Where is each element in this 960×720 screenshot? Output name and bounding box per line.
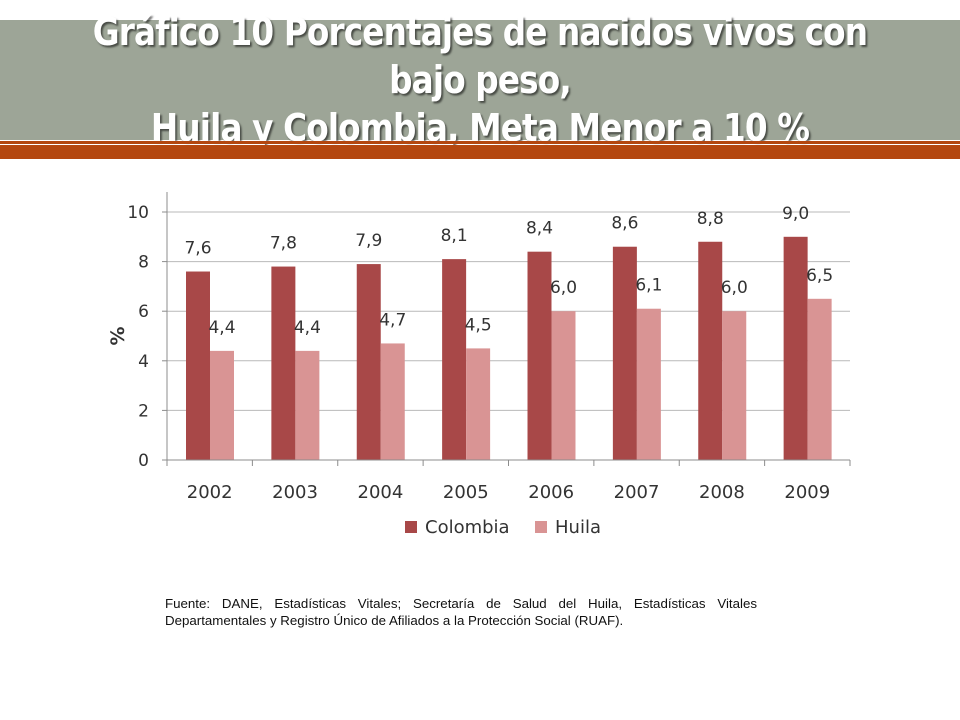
data-label-colombia: 8,1 (441, 226, 468, 246)
data-label-huila: 6,0 (550, 278, 577, 298)
bar-chart: 7,6 4,4 7,8 4,4 7,9 4,7 8,1 4,5 8,4 6,0 8,6 6,1 8,8 6… (107, 192, 851, 538)
bar-colombia-2007 (612, 246, 637, 460)
chart-axes: 0 2 4 6 8 10% 2002 2003 2004 2005 2006 2007 2008 2009 (107, 192, 851, 503)
source-note: Fuente: DANE, Estadísticas Vitales; Secr… (165, 596, 757, 628)
x-tick-label: 2003 (272, 482, 318, 503)
data-label-colombia: 7,8 (270, 234, 297, 254)
bar-colombia-2005 (442, 259, 467, 460)
slide-title: Gráfico 10 Porcentajes de nacidos vivos … (67, 10, 893, 150)
x-tick-label: 2007 (614, 482, 660, 503)
x-tick-label: 2008 (699, 482, 745, 503)
bar-colombia-2004 (356, 264, 381, 460)
y-tick-label: 8 (138, 253, 149, 273)
x-tick-label: 2005 (443, 482, 489, 503)
accent-stripe-thin (0, 141, 960, 144)
title-bar: Gráfico 10 Porcentajes de nacidos vivos … (0, 10, 960, 150)
data-label-colombia: 8,8 (697, 209, 724, 229)
chart-labels: 7,6 4,4 7,8 4,4 7,9 4,7 8,1 4,5 8,4 6,0 8,6 6,1 8,8 6… (184, 204, 833, 338)
bar-huila-2005 (466, 348, 491, 460)
data-label-huila: 4,4 (294, 318, 321, 338)
chart-legend: Colombia Huila (405, 517, 601, 538)
bar-huila-2007 (636, 308, 661, 460)
bar-huila-2002 (210, 350, 234, 460)
data-label-huila: 6,1 (635, 276, 662, 296)
title-line-1: Gráfico 10 Porcentajes de nacidos vivos … (92, 10, 868, 102)
data-label-colombia: 7,9 (355, 231, 382, 251)
data-label-colombia: 9,0 (782, 204, 809, 224)
data-label-colombia: 7,6 (184, 239, 211, 259)
legend-label-colombia: Colombia (425, 517, 510, 538)
data-label-colombia: 8,4 (526, 219, 553, 239)
bar-huila-2003 (295, 350, 320, 460)
y-tick-label: 4 (138, 352, 149, 372)
x-tick-label: 2009 (784, 482, 830, 503)
data-label-huila: 6,0 (721, 278, 748, 298)
y-tick-label: 10 (127, 203, 149, 223)
x-tick-label: 2004 (358, 482, 404, 503)
legend-swatch-colombia (405, 521, 417, 533)
x-tick-label: 2002 (187, 482, 233, 503)
data-label-huila: 4,7 (379, 310, 406, 330)
legend-swatch-huila (535, 521, 547, 533)
bar-huila-2004 (380, 343, 405, 460)
bar-colombia-2002 (186, 271, 210, 460)
data-label-colombia: 8,6 (611, 214, 638, 234)
y-tick-label: 0 (138, 451, 149, 471)
data-label-huila: 6,5 (806, 266, 833, 286)
data-label-huila: 4,5 (465, 315, 492, 335)
bar-huila-2009 (807, 298, 832, 460)
bar-colombia-2009 (783, 236, 808, 460)
y-tick-label: 6 (138, 302, 149, 322)
bar-colombia-2008 (698, 241, 723, 460)
data-label-huila: 4,4 (208, 318, 235, 338)
y-axis-title: % (107, 326, 129, 345)
bar-colombia-2006 (527, 251, 552, 460)
bar-huila-2006 (551, 311, 576, 460)
accent-stripe-thick (0, 145, 960, 159)
y-tick-label: 2 (138, 401, 149, 421)
bar-colombia-2003 (271, 266, 296, 460)
chart-bars (186, 236, 832, 460)
x-tick-label: 2006 (528, 482, 574, 503)
legend-label-huila: Huila (555, 517, 601, 538)
bar-huila-2008 (722, 311, 747, 460)
